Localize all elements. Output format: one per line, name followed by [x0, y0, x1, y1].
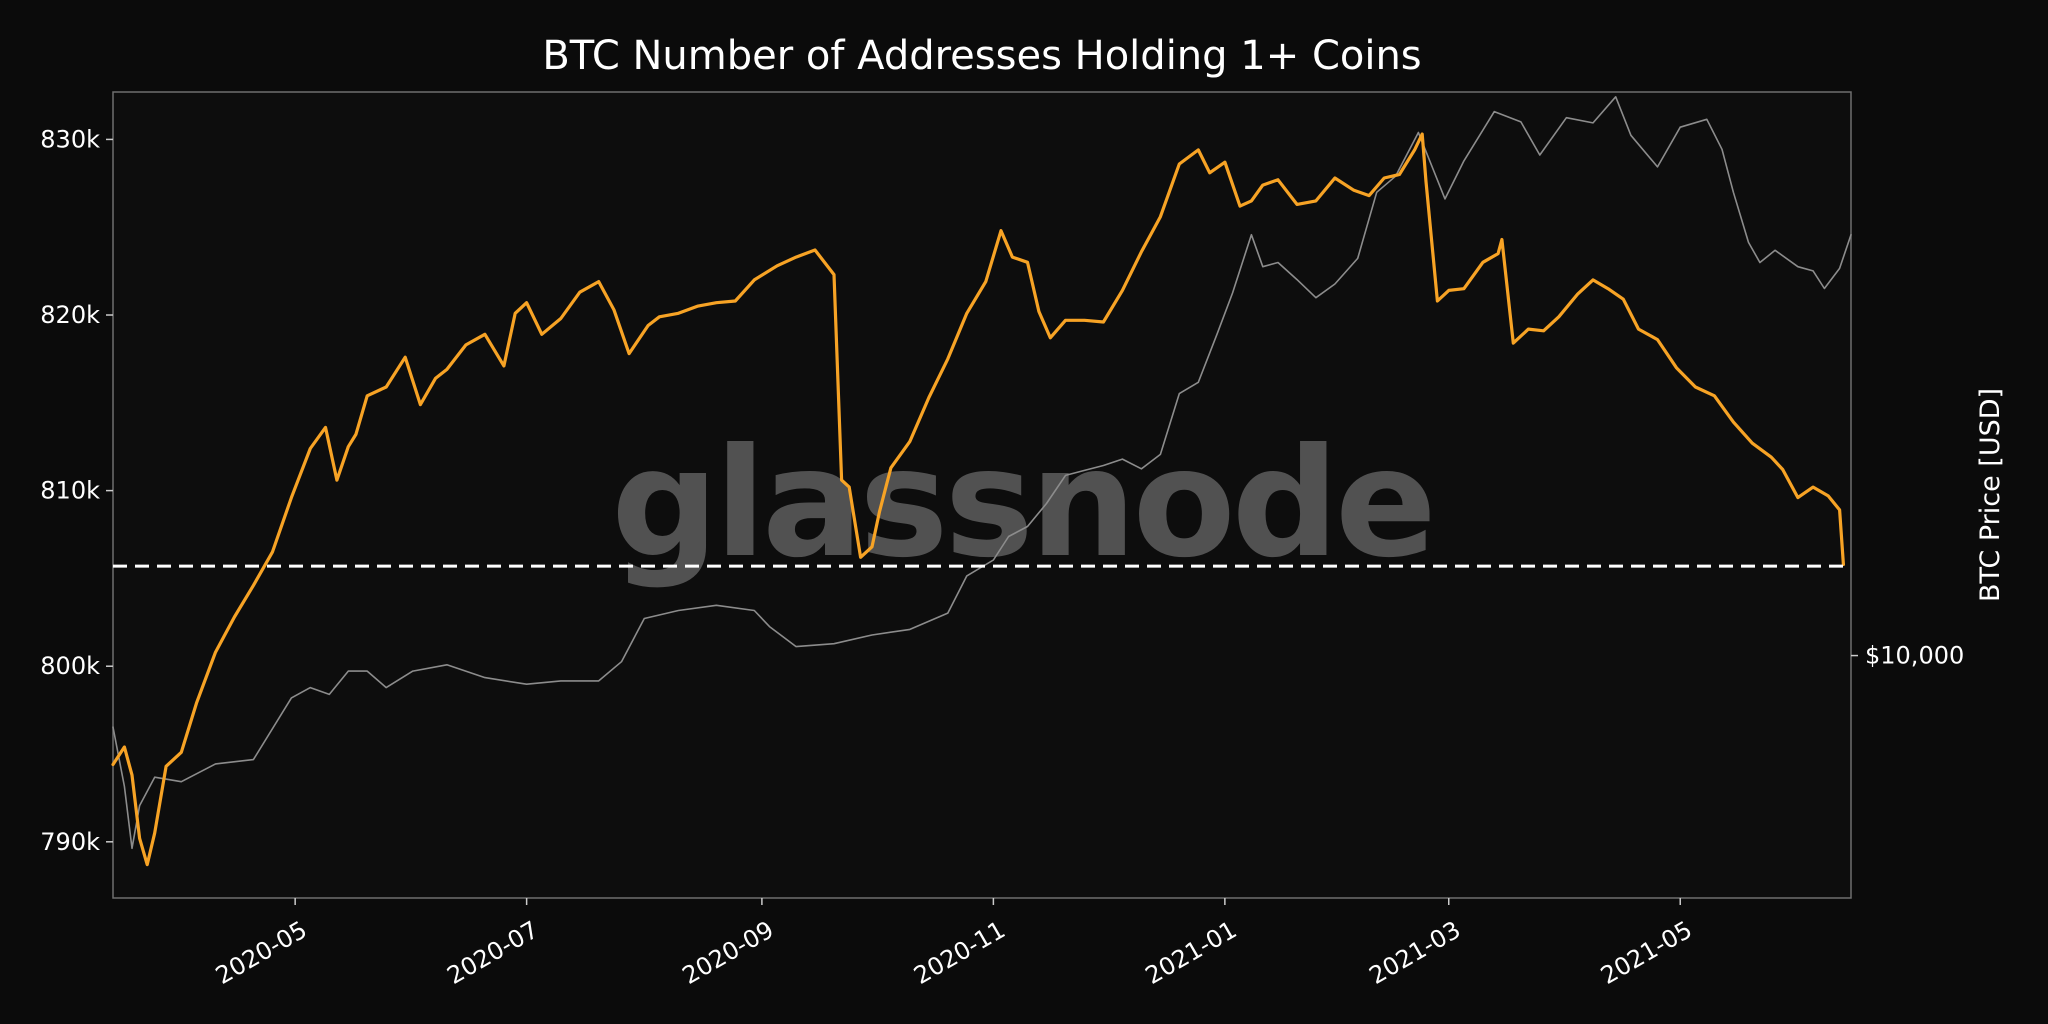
x-tick-label: 2021-05 — [1596, 916, 1697, 990]
watermark-logo: glassnode — [611, 417, 1433, 591]
addresses-line — [111, 132, 1846, 867]
y-tick-label: 800k — [40, 652, 100, 680]
x-tick-label: 2021-01 — [1141, 916, 1242, 990]
x-tick-label: 2020-11 — [909, 916, 1010, 990]
chart-title: BTC Number of Addresses Holding 1+ Coins — [542, 33, 1421, 79]
y-tick-label: 790k — [40, 828, 100, 856]
y-tick-label: 830k — [40, 125, 100, 153]
x-tick-label: 2021-03 — [1365, 916, 1466, 990]
x-tick-label: 2020-05 — [211, 916, 312, 990]
x-tick-label: 2020-09 — [678, 916, 779, 990]
x-tick-label: 2020-07 — [442, 916, 543, 990]
series-layer — [111, 96, 1852, 867]
y2-axis-label: BTC Price [USD] — [1975, 388, 2006, 602]
plot-area — [112, 91, 1852, 899]
y2-tick-label: $10,000 — [1865, 642, 1964, 670]
y-tick-label: 820k — [40, 301, 100, 329]
btc-price-line — [112, 96, 1852, 850]
y-tick-label: 810k — [40, 477, 100, 505]
